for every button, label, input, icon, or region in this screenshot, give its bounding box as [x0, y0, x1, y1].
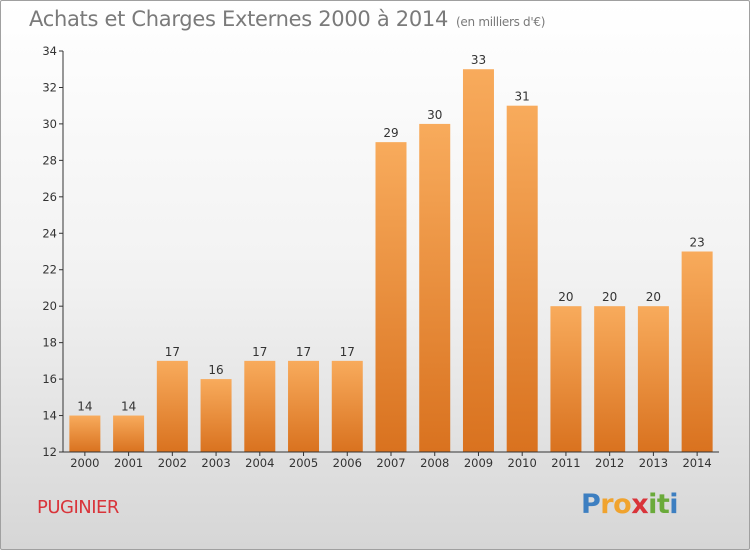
chart-title: Achats et Charges Externes 2000 à 2014 — [29, 7, 449, 31]
data-label-2004: 17 — [252, 345, 267, 359]
bar-2004 — [244, 360, 276, 452]
chart-subtitle: (en milliers d'€) — [456, 15, 546, 29]
bar-2000 — [69, 415, 101, 452]
data-label-2014: 23 — [689, 236, 704, 250]
x-tick-label-2014: 2014 — [682, 456, 711, 470]
data-label-2012: 20 — [602, 290, 617, 304]
bar-2006 — [331, 360, 363, 452]
data-label-2002: 17 — [165, 345, 180, 359]
x-tick-label-2003: 2003 — [201, 456, 230, 470]
x-tick-label-2002: 2002 — [158, 456, 187, 470]
bar-2011 — [550, 306, 582, 452]
x-tick-label-2005: 2005 — [289, 456, 318, 470]
proxiti-logo: Proxiti — [581, 489, 679, 520]
bar-2008 — [419, 123, 451, 452]
chart-title-block: Achats et Charges Externes 2000 à 2014 (e… — [29, 7, 545, 31]
y-tick-label-12: 12 — [42, 445, 57, 459]
bar-2012 — [594, 306, 626, 452]
bar-2013 — [637, 306, 669, 452]
y-tick-label-16: 16 — [42, 372, 57, 386]
x-tick-label-2013: 2013 — [639, 456, 668, 470]
data-label-2009: 33 — [471, 53, 486, 67]
bar-2005 — [288, 360, 320, 452]
y-tick-label-14: 14 — [42, 409, 57, 423]
bar-2009 — [462, 69, 494, 453]
y-tick-label-34: 34 — [42, 44, 57, 58]
data-label-2003: 16 — [208, 363, 223, 377]
logo-letter: P — [581, 489, 601, 520]
y-tick-label-32: 32 — [42, 80, 57, 94]
bar-2002 — [156, 360, 188, 452]
x-tick-label-2012: 2012 — [595, 456, 624, 470]
data-label-2010: 31 — [515, 90, 530, 104]
x-tick-label-2008: 2008 — [420, 456, 449, 470]
data-label-2007: 29 — [383, 126, 398, 140]
x-tick-label-2006: 2006 — [333, 456, 362, 470]
bar-2014 — [681, 251, 713, 452]
data-label-2011: 20 — [558, 290, 573, 304]
y-tick-label-22: 22 — [42, 263, 57, 277]
x-tick-label-2010: 2010 — [508, 456, 537, 470]
logo-letter: r — [600, 489, 614, 520]
data-label-2005: 17 — [296, 345, 311, 359]
bar-2003 — [200, 379, 232, 452]
data-label-2013: 20 — [646, 290, 661, 304]
y-tick-label-18: 18 — [42, 336, 57, 350]
logo-letter: x — [631, 489, 649, 520]
data-label-2008: 30 — [427, 108, 442, 122]
x-tick-label-2001: 2001 — [114, 456, 143, 470]
logo-letter: i — [669, 489, 679, 520]
logo-letter: i — [648, 489, 657, 520]
y-tick-label-20: 20 — [42, 299, 57, 313]
data-label-2000: 14 — [77, 400, 92, 414]
bar-2001 — [113, 415, 145, 452]
x-tick-label-2009: 2009 — [464, 456, 493, 470]
y-tick-label-26: 26 — [42, 190, 57, 204]
x-tick-label-2004: 2004 — [245, 456, 274, 470]
commune-name: PUGINIER — [37, 497, 119, 518]
bar-2007 — [375, 142, 407, 453]
logo-letter: t — [656, 489, 670, 520]
bar-2010 — [506, 105, 538, 452]
x-tick-label-2011: 2011 — [551, 456, 580, 470]
data-label-2001: 14 — [121, 400, 136, 414]
data-label-2006: 17 — [340, 345, 355, 359]
logo-letter: o — [613, 489, 632, 520]
y-tick-label-30: 30 — [42, 117, 57, 131]
x-tick-label-2000: 2000 — [70, 456, 99, 470]
y-tick-label-28: 28 — [42, 153, 57, 167]
x-tick-label-2007: 2007 — [376, 456, 405, 470]
y-tick-label-24: 24 — [42, 226, 57, 240]
